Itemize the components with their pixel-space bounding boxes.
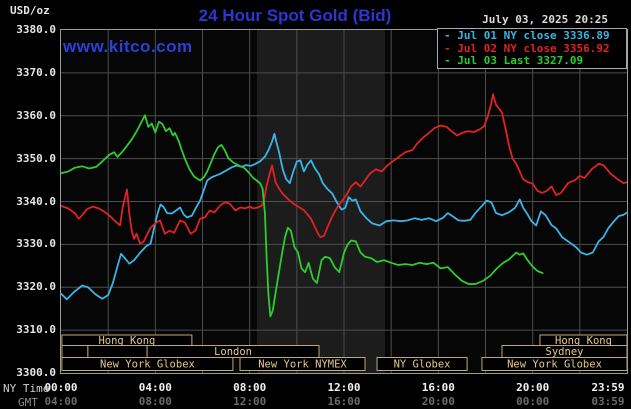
session-box-new-york-globex bbox=[61, 357, 234, 371]
session-label: New York Globex bbox=[100, 359, 195, 371]
chart-title: 24 Hour Spot Gold (Bid) bbox=[198, 6, 392, 25]
x-tick-label-gmt: 08:00 bbox=[138, 395, 172, 408]
kitco-watermark-link[interactable]: www.kitco.com bbox=[63, 37, 193, 56]
session-label: Sydney bbox=[546, 346, 584, 358]
legend-item-jul03: - Jul 03 Last 3327.09 bbox=[444, 54, 584, 67]
x-tick-label-gmt: 12:00 bbox=[233, 395, 267, 408]
y-tick-label: 3300.0 bbox=[16, 366, 56, 379]
session-label: New York NYMEX bbox=[258, 359, 347, 371]
session-label: London bbox=[214, 346, 252, 358]
x-tick-label-gmt: 16:00 bbox=[327, 395, 361, 408]
gmt-axis-label: GMT bbox=[18, 396, 38, 409]
x-tick-label-gmt: 03:59 bbox=[591, 395, 625, 408]
x-tick-label-gmt: 20:00 bbox=[421, 395, 455, 408]
session-label: NY Globex bbox=[394, 359, 451, 371]
y-tick-label: 3380.0 bbox=[16, 23, 56, 36]
legend-item-jul02: - Jul 02 NY close 3356.92 bbox=[444, 41, 610, 55]
y-tick-label: 3330.0 bbox=[16, 237, 56, 251]
ny-time-axis-label: NY Time bbox=[3, 382, 50, 395]
y-tick-label: 3360.0 bbox=[16, 108, 56, 122]
y-tick-label: 3310.0 bbox=[16, 323, 56, 337]
x-tick-label-gmt: 00:00 bbox=[516, 395, 550, 408]
y-tick-label: 3320.0 bbox=[16, 280, 56, 294]
x-tick-label-ny: 00:00 bbox=[44, 381, 78, 394]
x-tick-label-gmt: 04:00 bbox=[44, 395, 78, 408]
series-line-jul-01 bbox=[60, 132, 628, 301]
y-tick-label: 3370.0 bbox=[16, 65, 56, 79]
session-box bbox=[87, 345, 148, 358]
y-tick-label: 3350.0 bbox=[16, 151, 56, 165]
x-tick-label-ny: 08:00 bbox=[233, 381, 267, 394]
session-label: Hong Kong bbox=[98, 335, 155, 347]
session-label: New York Globex bbox=[507, 359, 602, 371]
x-tick-label-ny: 23:59 bbox=[591, 381, 625, 394]
x-tick-label-ny: 16:00 bbox=[421, 381, 455, 394]
x-tick-label-ny: 20:00 bbox=[516, 381, 550, 394]
chart-datetime: July 03, 2025 20:25 bbox=[482, 13, 608, 26]
session-box-ny-globex bbox=[376, 357, 468, 371]
series-line-jul-02 bbox=[60, 93, 628, 245]
legend-item-jul01: - Jul 01 NY close 3336.89 bbox=[444, 29, 610, 42]
y-tick-label: 3340.0 bbox=[16, 194, 56, 208]
y-axis-unit-label: USD/oz bbox=[10, 4, 50, 17]
plot-border bbox=[60, 29, 628, 374]
session-box-new-york-nymex bbox=[239, 357, 366, 371]
session-box bbox=[61, 345, 89, 358]
x-tick-label-ny: 12:00 bbox=[327, 381, 361, 394]
session-label: Hong Kong bbox=[555, 335, 612, 347]
x-tick-label-ny: 04:00 bbox=[138, 381, 172, 394]
legend-box: - Jul 01 NY close 3336.89 - Jul 02 NY cl… bbox=[437, 28, 627, 69]
series-line-jul-03 bbox=[60, 114, 544, 318]
